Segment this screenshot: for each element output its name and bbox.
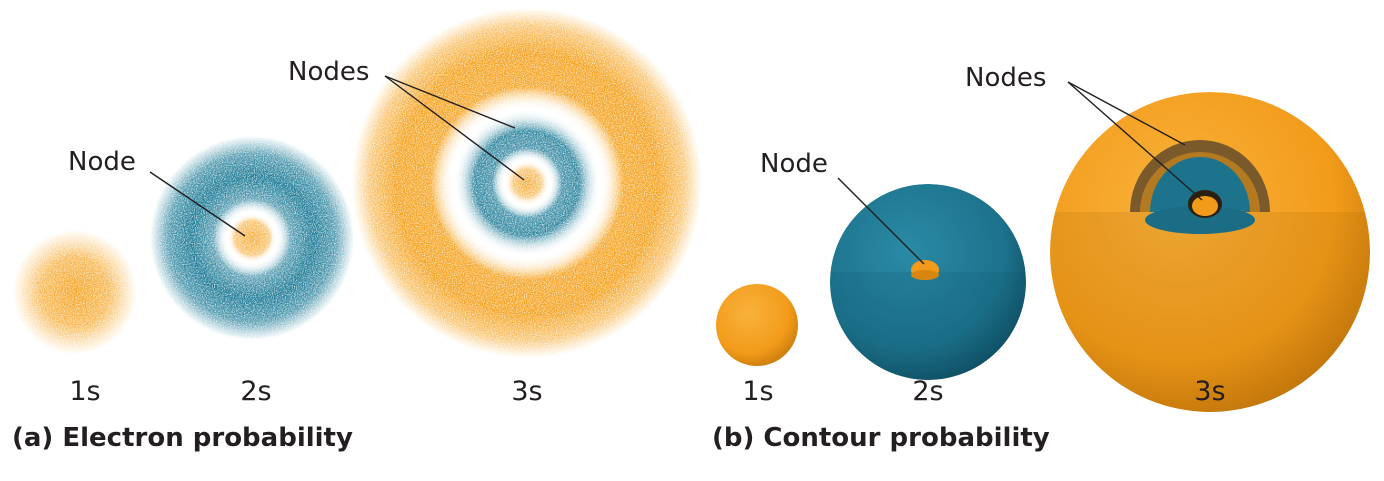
orbital-label: 3s <box>1194 376 1225 407</box>
pointer-line <box>384 75 516 129</box>
pointer-line <box>1067 81 1186 146</box>
orbital-label: 2s <box>912 376 943 407</box>
node-label: Node <box>760 149 828 179</box>
cloud-2s <box>150 136 354 340</box>
pointer-line <box>837 177 925 265</box>
pointer-line <box>149 171 246 237</box>
orbital-label: 1s <box>69 376 100 407</box>
orbital-label: 3s <box>511 376 542 407</box>
pointer-line <box>1067 81 1203 201</box>
sphere-3s <box>1050 92 1370 412</box>
node-label: Node <box>68 147 136 177</box>
panel-title: (b) Contour probability <box>712 423 1050 453</box>
cloud-3s <box>352 8 702 358</box>
pointer-line <box>384 75 525 181</box>
panel-title: (a) Electron probability <box>12 423 353 453</box>
orbital-label: 1s <box>742 376 773 407</box>
sphere-2s <box>830 184 1026 380</box>
cloud-1s <box>13 230 137 354</box>
sphere-1s <box>716 284 798 366</box>
orbital-label: 2s <box>240 376 271 407</box>
nodes-label: Nodes <box>965 63 1046 93</box>
nodes-label: Nodes <box>288 57 369 87</box>
